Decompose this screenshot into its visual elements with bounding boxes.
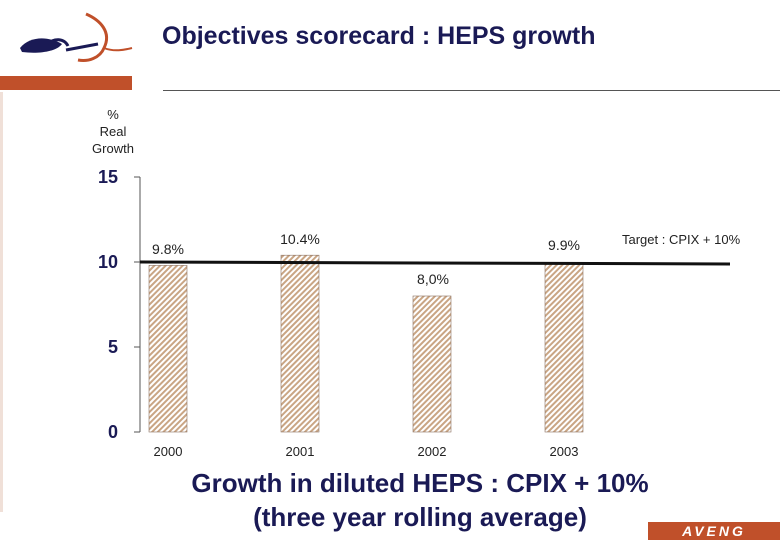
x-tick-label: 2003 [550, 444, 579, 459]
target-label: Target : CPIX + 10% [622, 232, 741, 247]
left-divider [0, 92, 3, 512]
header-accent-bar [0, 76, 132, 90]
target-line [139, 260, 731, 266]
company-logo [8, 8, 134, 78]
bar [148, 265, 188, 433]
y-tick-label: 15 [98, 167, 118, 187]
y-tick-label: 0 [108, 422, 118, 442]
y-axis-label: % Real Growth [84, 106, 142, 157]
x-tick-label: 2001 [286, 444, 315, 459]
page-title: Objectives scorecard : HEPS growth [162, 22, 596, 50]
bar [544, 263, 584, 433]
title-divider [163, 90, 780, 91]
data-label: 8,0% [417, 271, 449, 287]
y-axis-label-line: Real [99, 124, 127, 139]
x-tick-label: 2000 [154, 444, 183, 459]
data-label: 9.9% [548, 237, 580, 253]
y-tick-label: 10 [98, 252, 118, 272]
data-label: 10.4% [280, 231, 320, 247]
chart-caption: Growth in diluted HEPS : CPIX + 10% (thr… [120, 466, 720, 534]
y-axis-label-line: Growth [92, 141, 134, 156]
bar [412, 295, 452, 433]
x-tick-label: 2002 [418, 444, 447, 459]
y-tick-label: 5 [108, 337, 118, 357]
caption-line-1: Growth in diluted HEPS : CPIX + 10% [191, 468, 649, 498]
bar [280, 254, 320, 433]
y-axis-label-line: % [107, 107, 119, 122]
data-label: 9.8% [152, 241, 184, 257]
caption-line-2: (three year rolling average) [253, 502, 587, 532]
aveng-brand-logo: AVENG [648, 522, 780, 540]
